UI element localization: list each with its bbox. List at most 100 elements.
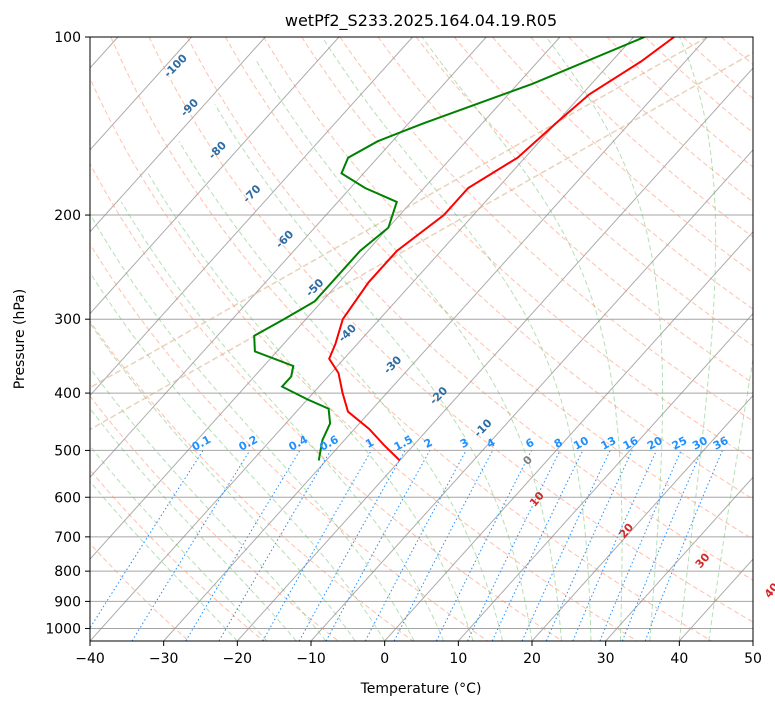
mixing-ratio-line — [467, 450, 561, 641]
moist-adiabat-line — [90, 214, 415, 641]
chart-title: wetPf2_S233.2025.164.04.19.R05 — [285, 11, 557, 31]
dry-adiabat-line — [644, 37, 753, 134]
x-tick-label: −40 — [75, 651, 105, 667]
mixing-ratio-label: 6 — [523, 436, 536, 451]
x-tick-label: −10 — [296, 651, 326, 667]
series-layer — [253, 37, 675, 462]
dry-adiabat-label: 30 — [693, 550, 713, 570]
y-tick-label: 300 — [54, 312, 81, 328]
moist-adiabat-line — [421, 37, 623, 641]
dewpoint-profile — [253, 37, 645, 461]
dry-adiabat-line — [263, 37, 753, 500]
dry-adiabat-line — [90, 395, 339, 641]
y-tick-label: 100 — [54, 30, 81, 46]
label-layer: 0.1 0.2 0.4 0.6 1 1.5 2 3 4 6 8 10 13 16 20 25 30 36-100-… — [161, 51, 775, 600]
isotherm-label: -20 — [427, 384, 450, 407]
dry-adiabat-line — [721, 37, 753, 66]
mixing-ratio-line — [435, 450, 532, 641]
grid-layer — [90, 37, 775, 641]
isotherm-line — [163, 37, 708, 641]
moist-adiabat-line — [708, 355, 753, 641]
moist-adiabat-line — [90, 480, 238, 641]
moist-adiabat-line — [120, 201, 445, 641]
isotherm-line — [90, 37, 561, 560]
isotherm-line — [90, 37, 634, 641]
dry-adiabat-line — [530, 37, 753, 238]
isotherm-line — [531, 394, 753, 641]
moist-adiabat-line — [545, 37, 664, 641]
moist-adiabat-line — [214, 104, 533, 641]
mixing-ratio-line — [298, 450, 406, 641]
mixing-ratio-line — [262, 450, 372, 641]
mixing-ratio-label: 30 — [690, 434, 710, 453]
mixing-ratio-line — [185, 450, 301, 641]
mixing-ratio-label: 10 — [571, 434, 591, 453]
dry-adiabat-line — [453, 37, 753, 310]
x-axis-label: Temperature (°C) — [360, 681, 482, 697]
y-axis-label: Pressure (hPa) — [12, 289, 28, 389]
moist-adiabat-line — [90, 445, 268, 641]
x-tick-label: 30 — [597, 651, 615, 667]
axis-layer: −40 −30 −20 −10 0 10 20 30 40 5010020030040050060… — [45, 30, 762, 667]
mixing-ratio-label: 25 — [670, 434, 690, 453]
isotherm-line — [752, 640, 753, 641]
x-tick-label: 0 — [380, 651, 389, 667]
mixing-ratio-line — [621, 450, 703, 641]
temperature-profile — [328, 37, 675, 462]
x-tick-label: 20 — [523, 651, 541, 667]
dry-adiabat-label: 20 — [616, 521, 636, 541]
dry-adiabat-line — [110, 37, 712, 641]
x-tick-label: 10 — [449, 651, 467, 667]
isotherm-label: 0 — [520, 453, 535, 468]
dry-adiabat-line — [415, 37, 753, 347]
dry-adiabat-line — [606, 37, 753, 168]
dry-adiabat-label: 40 — [762, 580, 775, 600]
moist-adiabat-line — [90, 322, 356, 641]
dry-adiabat-line — [682, 37, 753, 100]
moist-adiabat-line — [321, 37, 592, 641]
isotherm-line — [90, 37, 413, 397]
moist-adiabat-line — [90, 407, 297, 641]
mixing-ratio-label: 2 — [422, 436, 435, 451]
isotherm-label: -90 — [178, 96, 201, 119]
isotherm-line — [90, 37, 266, 233]
mixing-ratio-line — [90, 450, 204, 629]
isotherm-line — [457, 312, 753, 641]
mixing-ratio-label: 13 — [599, 434, 619, 453]
dry-adiabat-line — [90, 320, 414, 641]
plot-frame — [89, 36, 754, 642]
dry-adiabat-line — [760, 37, 775, 641]
isotherm-label: -30 — [381, 353, 404, 376]
moist-adiabat-line — [256, 61, 562, 641]
dry-adiabat-line — [224, 37, 753, 540]
mixing-ratio-line — [545, 450, 633, 641]
moist-adiabat-line — [178, 140, 503, 641]
mixing-ratio-line — [491, 450, 584, 641]
ice-curve-line — [90, 52, 753, 431]
isotherm-line — [236, 67, 753, 641]
dry-adiabat-line — [90, 542, 190, 641]
y-tick-label: 600 — [54, 490, 81, 506]
y-tick-label: 800 — [54, 564, 81, 580]
mixing-ratio-line — [572, 450, 657, 641]
mixing-ratio-line — [644, 450, 723, 641]
dry-adiabat-label: 10 — [527, 489, 547, 509]
isotherm-line — [384, 230, 753, 641]
mixing-ratio-line — [599, 450, 682, 641]
isotherm-line — [90, 37, 192, 151]
moist-adiabat-line — [90, 271, 386, 641]
mixing-ratio-line — [131, 450, 251, 641]
isotherm-line — [310, 149, 753, 641]
y-tick-label: 1000 — [45, 621, 81, 637]
y-tick-label: 900 — [54, 594, 81, 610]
dry-adiabat-line — [90, 469, 264, 641]
isotherm-line — [605, 476, 753, 641]
x-tick-label: −20 — [223, 651, 253, 667]
isotherm-label: -100 — [161, 51, 190, 80]
x-tick-label: −30 — [149, 651, 179, 667]
ice-curve-line — [90, 37, 708, 389]
isotherm-line — [678, 558, 753, 641]
moist-adiabat-line — [147, 173, 474, 641]
isotherm-label: -70 — [240, 182, 263, 205]
dry-adiabat-line — [186, 37, 753, 581]
